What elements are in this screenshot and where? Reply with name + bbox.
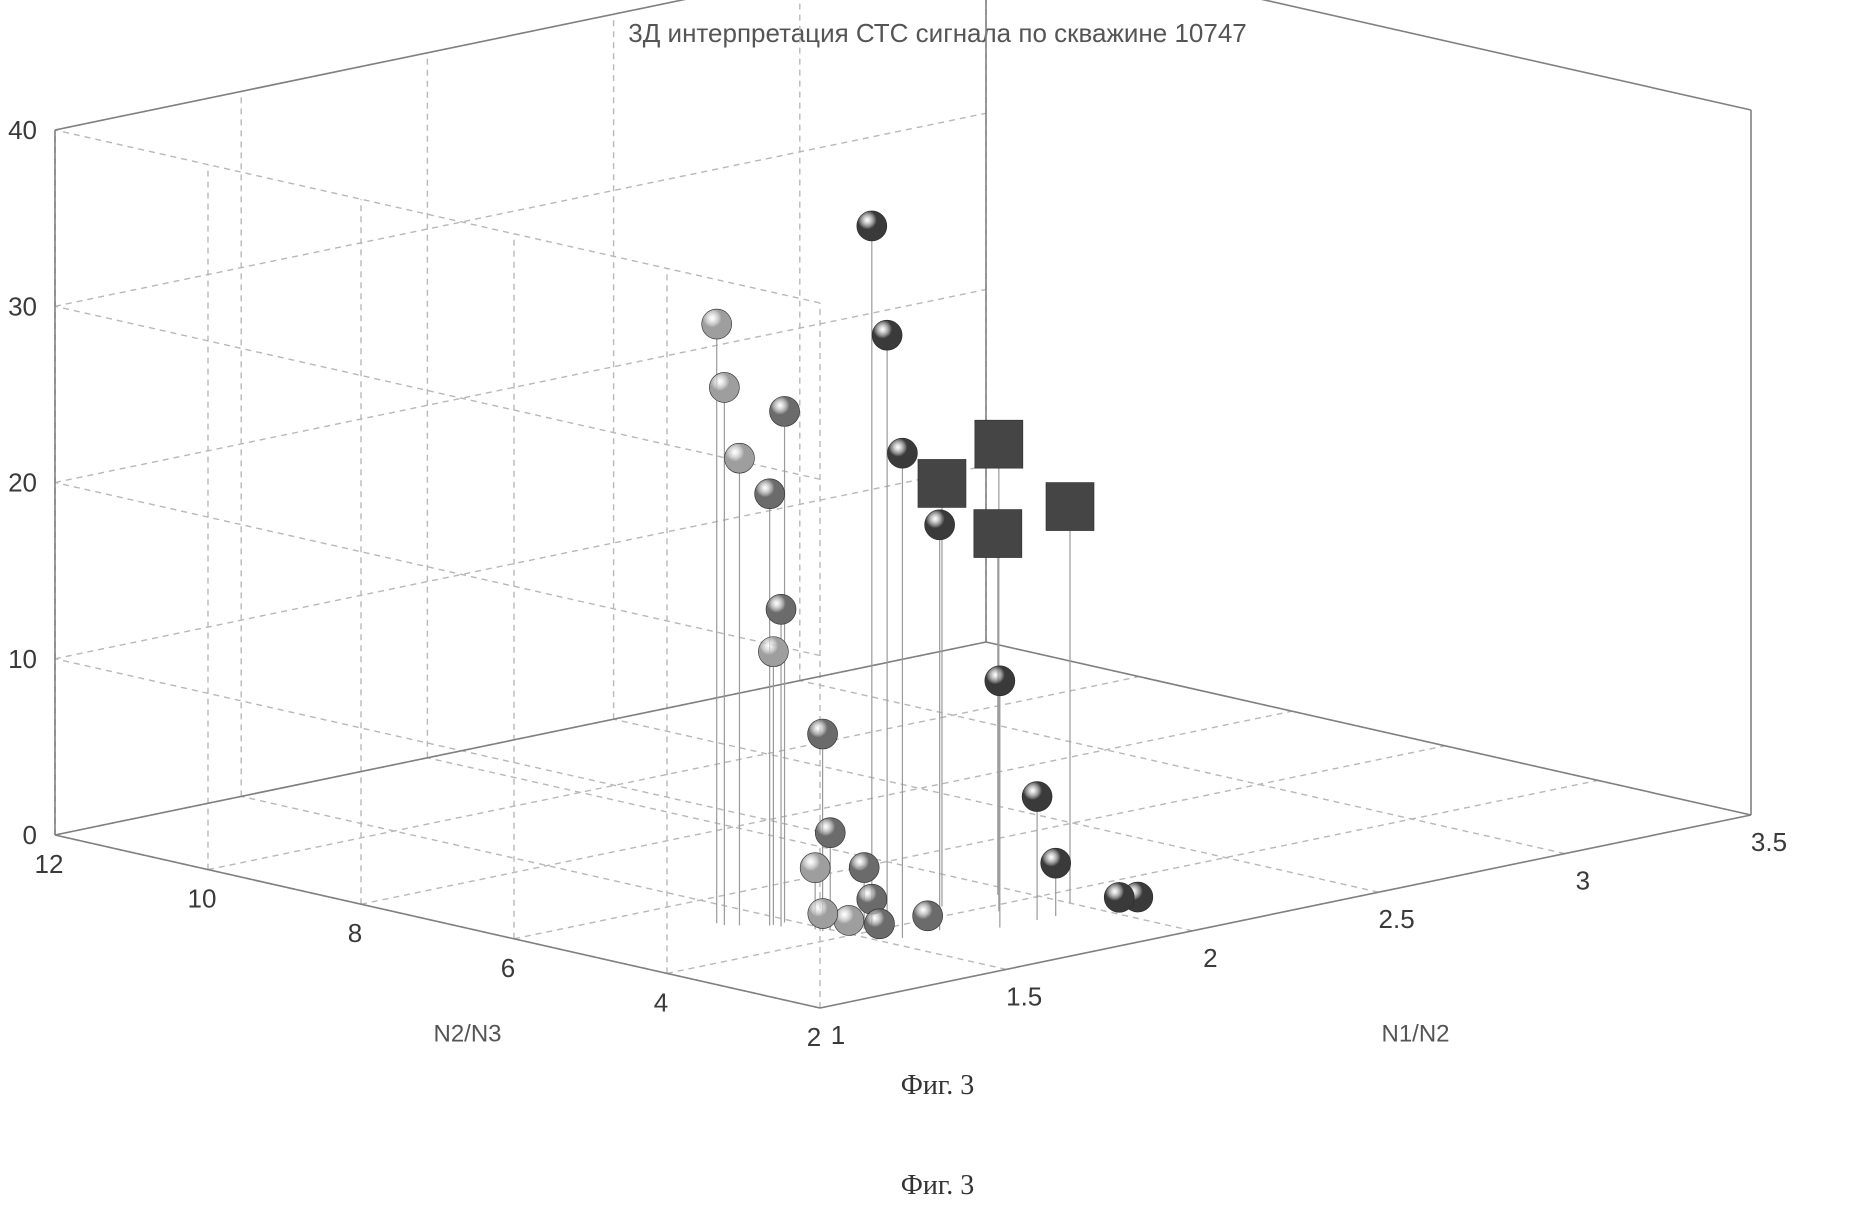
- svg-text:12: 12: [35, 849, 64, 879]
- svg-text:40: 40: [8, 115, 37, 145]
- chart-svg: 0102030402468101211.522.533.5 N1/N3N2/N3…: [0, 0, 1875, 1229]
- grid-leftwall: [55, 130, 820, 1008]
- svg-text:2: 2: [1203, 943, 1217, 973]
- grid-backwall: [55, 0, 986, 835]
- data-point: [766, 594, 796, 624]
- data-point: [913, 901, 943, 931]
- data-point: [864, 909, 894, 939]
- svg-text:20: 20: [8, 468, 37, 498]
- data-square: [1046, 483, 1094, 531]
- data-point: [702, 309, 732, 339]
- data-point: [758, 637, 788, 667]
- data-point: [808, 899, 838, 929]
- svg-text:0: 0: [23, 820, 37, 850]
- data-square: [975, 420, 1023, 468]
- data-point: [815, 818, 845, 848]
- data-point: [887, 438, 917, 468]
- svg-text:1: 1: [831, 1020, 845, 1050]
- data-point: [770, 396, 800, 426]
- data-point: [857, 211, 887, 241]
- svg-text:4: 4: [654, 987, 668, 1017]
- svg-text:1.5: 1.5: [1006, 981, 1042, 1011]
- data-point: [872, 320, 902, 350]
- data-point: [1041, 848, 1071, 878]
- data-point: [709, 372, 739, 402]
- svg-text:2: 2: [807, 1022, 821, 1052]
- svg-text:3: 3: [1576, 866, 1590, 896]
- data-point: [800, 853, 830, 883]
- data-point: [849, 853, 879, 883]
- caption-1: Фиг. 3: [0, 1070, 1875, 1102]
- svg-text:2.5: 2.5: [1379, 904, 1415, 934]
- data-point: [1104, 882, 1134, 912]
- tick-labels: 0 10 20 30 40 2 4 6 8 10 12 1 1.5 2 2.5 3 3.5: [8, 115, 1787, 1052]
- svg-text:30: 30: [8, 291, 37, 321]
- chart-container: 3Д интерпретация СТС сигнала по скважине…: [0, 0, 1875, 1229]
- data-square: [918, 459, 966, 507]
- caption-2: Фиг. 3: [0, 1170, 1875, 1202]
- data-point: [985, 666, 1015, 696]
- svg-text:N1/N2: N1/N2: [1381, 1021, 1449, 1048]
- svg-text:10: 10: [188, 884, 217, 914]
- data-square: [974, 510, 1022, 558]
- svg-text:6: 6: [501, 953, 515, 983]
- svg-text:8: 8: [348, 918, 362, 948]
- data-point: [1022, 782, 1052, 812]
- data-point: [724, 443, 754, 473]
- svg-text:10: 10: [8, 644, 37, 674]
- data-point: [808, 719, 838, 749]
- data-point: [755, 479, 785, 509]
- svg-text:3.5: 3.5: [1751, 827, 1787, 857]
- data-point: [834, 905, 864, 935]
- data-point: [925, 510, 955, 540]
- svg-text:N2/N3: N2/N3: [433, 1021, 501, 1048]
